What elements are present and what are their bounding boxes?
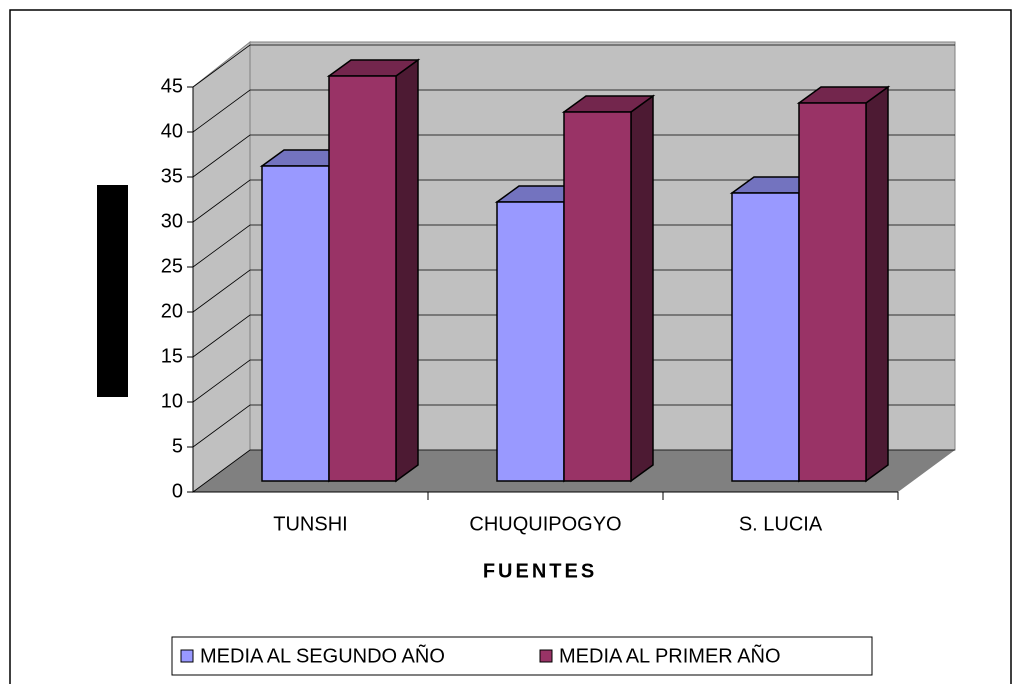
y-tick-label: 5 [172,435,183,457]
y-tick-label: 45 [161,75,183,97]
grid-line [192,224,955,268]
legend-label: MEDIA AL SEGUNDO AÑO [200,643,445,667]
grid-line [192,89,955,133]
y-axis-title [97,185,128,397]
y-tick-label: 15 [161,345,183,367]
y-tick-label: 35 [161,165,183,187]
bar [496,201,565,482]
bar-side [630,94,654,483]
bar [731,192,800,482]
y-tick-label: 20 [161,300,183,322]
grid-line [192,44,955,88]
legend [171,636,873,676]
grid-line [192,314,955,358]
legend-swatch [180,649,194,663]
legend-swatch [539,649,553,663]
bar-side [865,85,889,483]
x-tick-label: TUNSHI [273,513,347,535]
grid-line [192,449,955,493]
grid-line [192,179,955,223]
grid-line [192,269,955,313]
y-tick-label: 10 [161,390,183,412]
bar [261,165,330,482]
legend-label: MEDIA AL PRIMER AÑO [559,643,781,667]
y-tick-label: 0 [172,480,183,502]
bar [563,111,632,482]
side-wall [192,40,251,493]
x-tick-label: S. LUCIA [739,513,823,535]
grid-line [192,134,955,178]
bar-side [395,58,419,483]
y-tick-label: 25 [161,255,183,277]
y-tick-label: 40 [161,120,183,142]
bar [328,75,397,482]
y-tick-label: 30 [161,210,183,232]
grid-line [192,404,955,448]
grid-line [192,359,955,403]
x-axis-title: FUENTES [483,560,597,582]
x-tick-label: CHUQUIPOGYO [469,513,621,535]
bar [798,102,867,482]
